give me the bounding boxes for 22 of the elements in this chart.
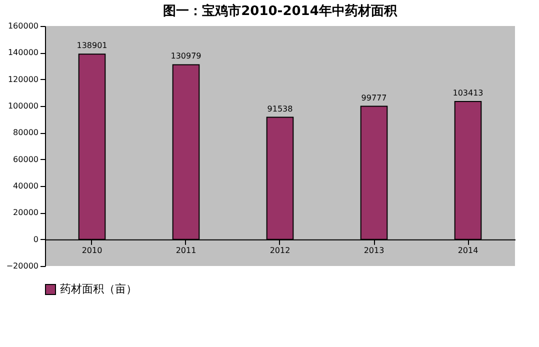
y-tick-label: 100000 — [8, 102, 38, 110]
data-label: 91538 — [267, 104, 293, 114]
y-tick-label: 160000 — [8, 22, 38, 30]
legend-label: 药材面积（亩） — [60, 282, 137, 296]
y-tick-label: 0 — [33, 234, 38, 244]
x-tick-label: 2012 — [270, 246, 290, 255]
x-tick-label: 2014 — [458, 246, 478, 255]
x-tick-label: 2013 — [364, 246, 384, 255]
data-label: 99777 — [361, 93, 387, 102]
data-label: 103413 — [452, 88, 484, 98]
chart-title: 图一：宝鸡市2010-2014年中药材面积 — [163, 3, 398, 19]
y-tick-label: 80000 — [13, 128, 38, 138]
x-tick-label: 2011 — [176, 246, 196, 255]
y-tick-label: −20000 — [6, 262, 38, 270]
data-label: 130979 — [170, 52, 202, 61]
y-tick-label: 20000 — [13, 208, 38, 218]
y-tick-label: 60000 — [13, 154, 38, 164]
y-tick-label: 120000 — [8, 74, 38, 84]
y-tick-label: 40000 — [13, 182, 38, 190]
x-tick-label: 2010 — [82, 246, 102, 255]
y-tick-label: 140000 — [8, 48, 38, 58]
data-label: 138901 — [76, 41, 108, 50]
